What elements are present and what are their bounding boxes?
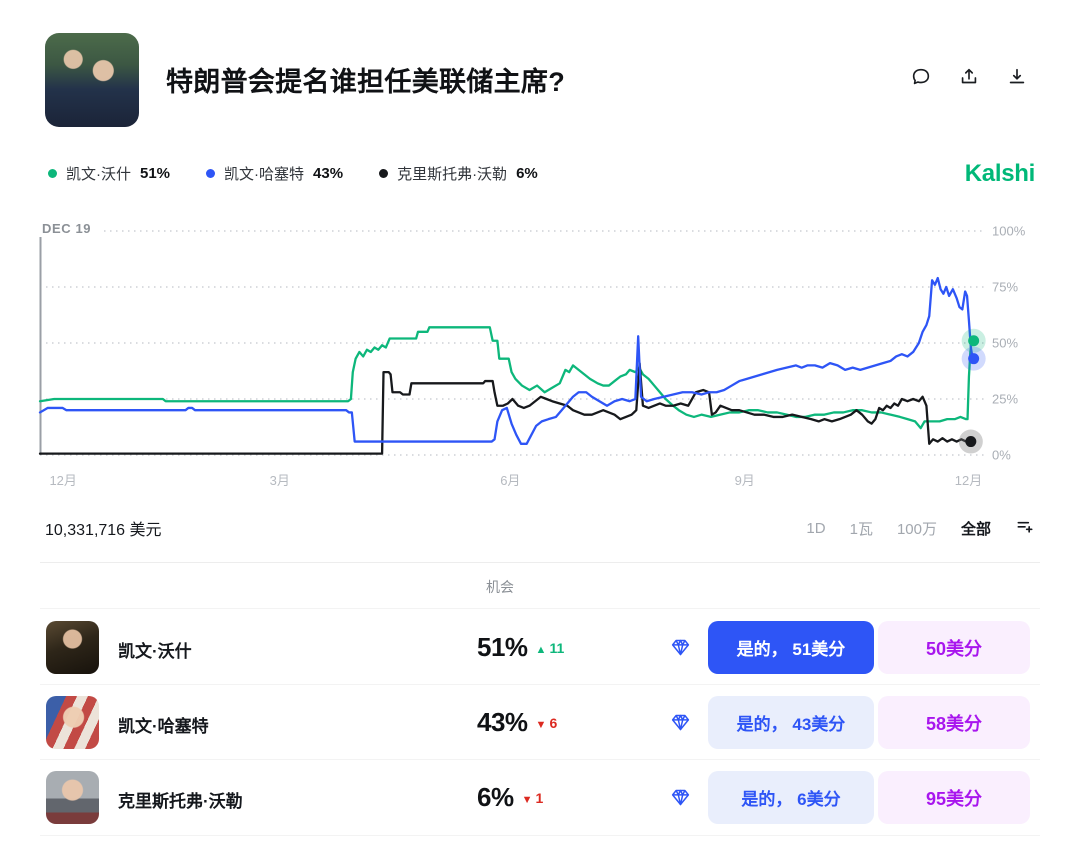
legend-name: 克里斯托弗·沃勒 <box>397 166 508 183</box>
market-thumbnail-image <box>45 33 139 127</box>
svg-text:9月: 9月 <box>735 473 755 488</box>
svg-text:12月: 12月 <box>49 473 76 488</box>
buy-yes-button[interactable]: 是的， 6美分 <box>708 771 874 824</box>
candidate-avatar <box>46 621 99 674</box>
legend-name: 凯文·哈塞特 <box>224 166 305 183</box>
chart-date-annotation: DEC 19 <box>42 221 98 236</box>
divider <box>40 608 1040 609</box>
kalshi-logo: Kalshi <box>964 160 1036 187</box>
delta-value: 11 <box>549 639 565 656</box>
buy-no-button[interactable]: 50美分 <box>878 621 1030 674</box>
legend-item[interactable]: 克里斯托弗·沃勒 6% <box>379 163 538 184</box>
comment-icon[interactable] <box>910 66 932 88</box>
arrow-down-icon: ▼ <box>521 793 533 806</box>
add-chart-icon[interactable] <box>1015 516 1035 541</box>
svg-text:50%: 50% <box>992 336 1018 351</box>
table-header-chance: 机会 <box>486 579 514 595</box>
probability-value: 51% <box>477 632 528 662</box>
series-dot-icon <box>379 169 389 178</box>
outcome-row: 凯文·哈塞特 43% ▼ 6 是的， 43美分 58美分 <box>40 685 1040 760</box>
candidate-name: 凯文·沃什 <box>118 642 192 661</box>
price-history-chart[interactable]: 100% 75% 50% 25% 0% 12月 3月 6月 9月 12月 <box>0 215 1080 490</box>
probability-value: 6% <box>477 782 514 812</box>
legend-item[interactable]: 凯文·沃什 51% <box>48 163 170 184</box>
buy-no-button[interactable]: 95美分 <box>878 771 1030 824</box>
svg-text:6月: 6月 <box>500 473 520 488</box>
candidate-avatar <box>46 771 99 824</box>
share-icon[interactable] <box>958 66 980 88</box>
range-option-all[interactable]: 全部 <box>960 520 991 538</box>
series-dot-icon <box>206 169 216 178</box>
candidate-avatar <box>46 696 99 749</box>
range-controls: 1D 1瓦 100万 全部 <box>806 516 1035 541</box>
legend-item[interactable]: 凯文·哈塞特 43% <box>206 163 343 184</box>
volume-label: 10,331,716 美元 <box>45 522 162 539</box>
probability-value: 43% <box>477 707 528 737</box>
delta-value: 6 <box>549 714 558 731</box>
gem-icon[interactable] <box>670 787 691 813</box>
candidate-name: 克里斯托弗·沃勒 <box>118 792 243 811</box>
outcome-row: 克里斯托弗·沃勒 6% ▼ 1 是的， 6美分 95美分 <box>40 760 1040 835</box>
svg-text:75%: 75% <box>992 280 1018 295</box>
buy-yes-button[interactable]: 是的， 51美分 <box>708 621 874 674</box>
arrow-down-icon: ▼ <box>535 718 547 731</box>
divider <box>40 835 1040 836</box>
volume-row: 10,331,716 美元 1D 1瓦 100万 全部 <box>45 513 1035 543</box>
buy-no-button[interactable]: 58美分 <box>878 696 1030 749</box>
outcome-row: 凯文·沃什 51% ▲ 11 是的， 51美分 50美分 <box>40 610 1040 685</box>
legend-name: 凯文·沃什 <box>66 166 131 183</box>
page-title: 特朗普会提名谁担任美联储主席? <box>166 67 565 97</box>
svg-text:3月: 3月 <box>270 473 290 488</box>
range-option-1w[interactable]: 1瓦 <box>849 520 873 538</box>
legend-percent: 6% <box>516 165 538 182</box>
svg-text:100%: 100% <box>992 224 1026 239</box>
probability-delta: ▼ 1 <box>522 790 544 806</box>
probability-delta: ▲ 11 <box>536 640 565 656</box>
divider <box>40 759 1040 760</box>
gem-icon[interactable] <box>670 712 691 738</box>
range-option-1m[interactable]: 100万 <box>896 520 937 538</box>
buy-yes-button[interactable]: 是的， 43美分 <box>708 696 874 749</box>
series-dot-icon <box>48 169 57 178</box>
divider <box>40 562 1040 563</box>
arrow-up-icon: ▲ <box>535 643 547 656</box>
gem-icon[interactable] <box>670 637 691 663</box>
divider <box>40 684 1040 685</box>
legend-percent: 43% <box>313 165 344 182</box>
legend-percent: 51% <box>140 165 171 182</box>
candidate-name: 凯文·哈塞特 <box>118 717 209 736</box>
delta-value: 1 <box>535 789 544 806</box>
download-icon[interactable] <box>1006 66 1028 88</box>
header-actions <box>910 66 1028 88</box>
range-option-1d[interactable]: 1D <box>806 519 826 537</box>
chart-legend: 凯文·沃什 51% 凯文·哈塞特 43% 克里斯托弗·沃勒 6% <box>48 163 538 184</box>
svg-text:12月: 12月 <box>955 473 982 488</box>
probability-delta: ▼ 6 <box>536 715 558 731</box>
svg-text:25%: 25% <box>992 392 1018 407</box>
svg-text:0%: 0% <box>992 448 1011 463</box>
